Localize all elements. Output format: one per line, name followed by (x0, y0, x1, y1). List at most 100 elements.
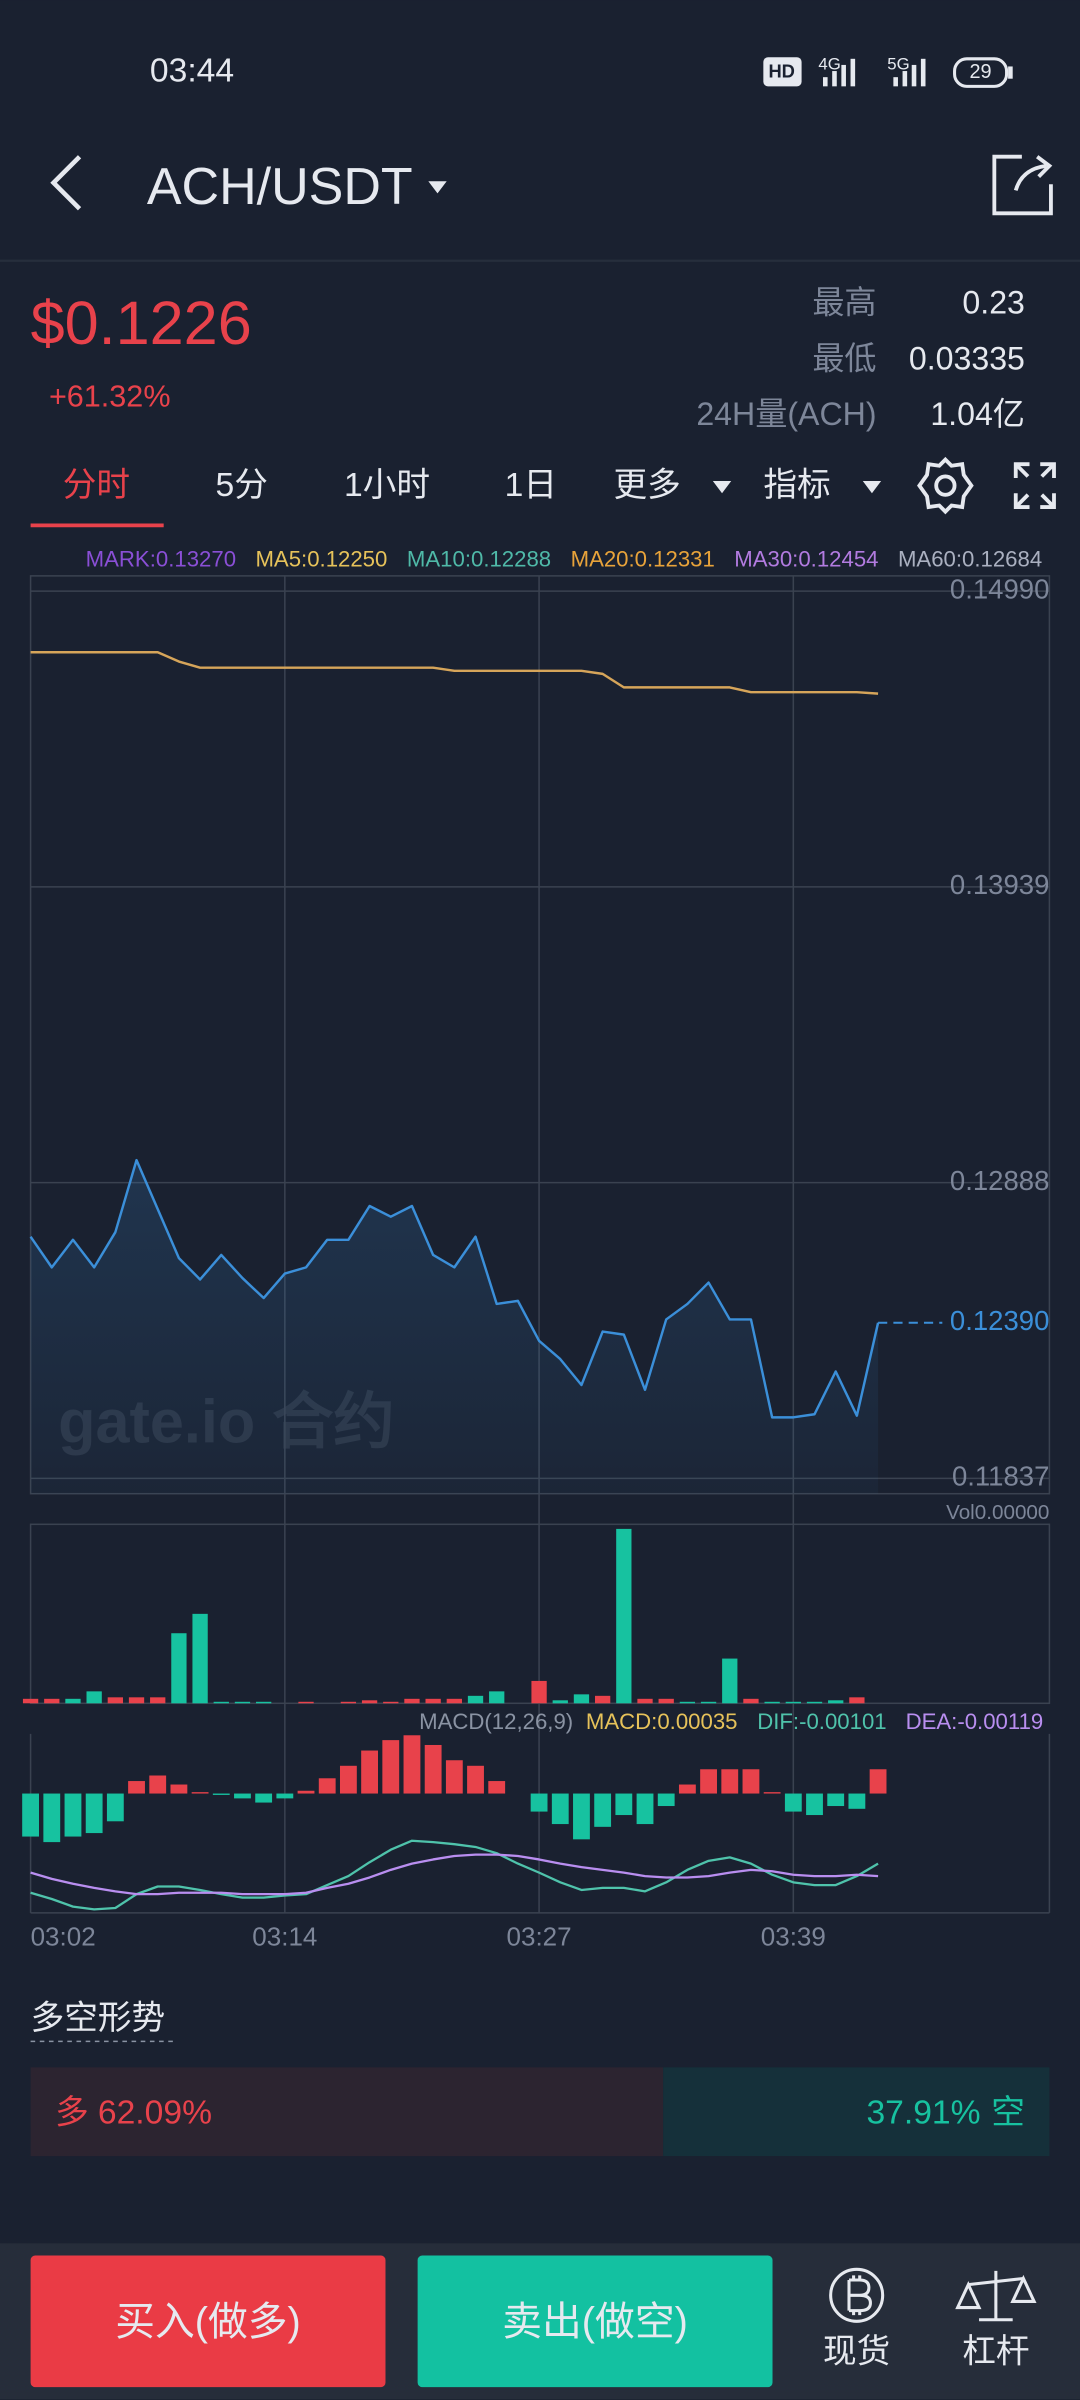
macd-bar (467, 1765, 484, 1794)
volume-bar (425, 1698, 441, 1704)
macd-bar (297, 1790, 315, 1794)
y-tick-label: 0.14990 (950, 573, 1049, 604)
stats: 最高 0.23 最低 0.03335 24H量(ACH) 1.04亿 (696, 285, 1025, 433)
status-battery: 29 (970, 61, 992, 83)
volume-bar (489, 1691, 505, 1704)
buy-label[interactable]: 买入(做多) (115, 2300, 301, 2344)
volume-bar (86, 1691, 102, 1704)
stat-value: 1.04亿 (930, 396, 1025, 432)
spot-label[interactable]: 现货 (823, 2332, 890, 2370)
volume-bar (192, 1613, 208, 1704)
macd-bar (806, 1793, 823, 1816)
macd-bar (551, 1793, 569, 1825)
macd-bar (763, 1792, 781, 1794)
macd-bar (403, 1735, 421, 1794)
margin-icon[interactable] (955, 2270, 1037, 2322)
line (29, 1158, 880, 1419)
status-time: 03:44 (150, 52, 234, 89)
volume-bar (298, 1701, 314, 1704)
macd-bar (149, 1775, 167, 1794)
line (30, 1839, 879, 1911)
line (30, 1853, 879, 1896)
volume-bar (171, 1633, 187, 1704)
volume-bar (637, 1698, 653, 1704)
indicator-dropdown[interactable] (862, 481, 882, 494)
indicator-label: MA10:0.12288 (407, 546, 551, 571)
stat-label: 24H量(ACH) (696, 396, 876, 432)
volume-bar (743, 1698, 759, 1704)
indicator-label: MARK:0.13270 (86, 546, 236, 571)
pair-dropdown[interactable] (428, 181, 447, 194)
macd-bar (636, 1793, 654, 1825)
y-tick-label: 0.11837 (952, 1461, 1049, 1492)
chart: gate.io 合约0.149900.139390.128880.1183703… (22, 546, 1049, 1952)
margin-label[interactable]: 杠杆 (962, 2332, 1029, 2370)
tab[interactable]: 1日 (505, 467, 557, 504)
sell-button[interactable] (417, 2255, 773, 2388)
short-value: 37.91% (866, 2095, 980, 2132)
macd-bar (255, 1793, 273, 1803)
macd-bar (742, 1769, 760, 1794)
buy-button[interactable] (30, 2255, 386, 2388)
tab[interactable]: 指标 (763, 466, 830, 504)
macd-legend: DEA:-0.00119 (906, 1709, 1044, 1734)
settings-button[interactable] (917, 456, 974, 515)
area (30, 1160, 879, 1494)
tab[interactable]: 5分 (216, 467, 268, 504)
back-button[interactable] (50, 155, 82, 211)
volume-bar (828, 1700, 844, 1704)
volume-bar (22, 1698, 39, 1704)
share-button[interactable] (992, 154, 1053, 216)
tab[interactable]: 分时 (63, 467, 130, 504)
tab[interactable]: 1小时 (344, 467, 430, 504)
sell-label[interactable]: 卖出(做空) (502, 2300, 688, 2344)
macd-bar (339, 1765, 357, 1794)
macd-bar (361, 1750, 378, 1794)
volume-bar (234, 1701, 251, 1704)
macd-bar (382, 1740, 400, 1794)
volume-bar (679, 1701, 696, 1704)
fullscreen-button[interactable] (1013, 462, 1056, 509)
macd-bar (573, 1793, 590, 1840)
x-tick-label: 03:39 (761, 1922, 826, 1952)
long-value: 62.09% (98, 2095, 212, 2132)
macd-bar (22, 1793, 40, 1837)
y-tick-label: 0.13939 (950, 869, 1049, 900)
macd-bar (212, 1793, 230, 1795)
indicator-label: MA30:0.12454 (734, 546, 878, 571)
macd-bar (276, 1793, 294, 1799)
macd-bar (128, 1781, 145, 1794)
macd-bar (594, 1793, 612, 1827)
macd-bar (827, 1793, 845, 1807)
volume-bar (573, 1694, 590, 1704)
macd-bar (848, 1793, 866, 1809)
macd-bar (869, 1769, 887, 1794)
more-dropdown[interactable] (712, 481, 732, 494)
volume-bar (404, 1698, 420, 1704)
macd-bar (615, 1793, 633, 1816)
pair-title[interactable]: ACH/USDT (147, 158, 413, 216)
long-label: 多 (55, 2094, 89, 2132)
sentiment-bar: 多 62.09% 空 37.91% (30, 2067, 1050, 2157)
macd-bar (445, 1760, 463, 1794)
tab[interactable]: 更多 (613, 466, 680, 504)
macd-bar (784, 1793, 802, 1812)
volume-bar (128, 1697, 145, 1704)
macd-bar (721, 1769, 739, 1794)
macd-legend: MACD:0.00035 (586, 1709, 738, 1734)
macd-bar (700, 1769, 717, 1794)
volume-bar (361, 1700, 378, 1704)
volume-bar (616, 1528, 632, 1704)
spot-icon[interactable] (829, 2267, 885, 2323)
volume-bar (722, 1658, 738, 1704)
macd-legend: DIF:-0.00101 (757, 1709, 886, 1734)
indicator-label: MA20:0.12331 (571, 546, 715, 571)
volume-bar (467, 1695, 484, 1704)
status-network: 5G (887, 54, 909, 73)
macd-bar (318, 1778, 336, 1794)
volume-bar (764, 1701, 780, 1704)
line (30, 651, 879, 695)
volume-bar (594, 1695, 611, 1704)
